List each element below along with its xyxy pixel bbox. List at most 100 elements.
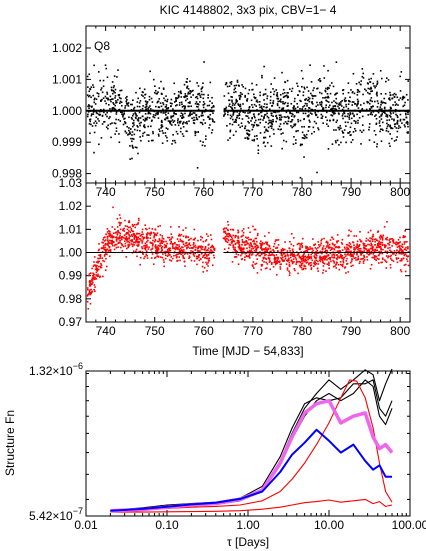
data-point — [384, 93, 387, 95]
data-point — [284, 95, 287, 97]
data-point — [112, 89, 115, 92]
data-point — [314, 247, 317, 249]
data-point — [146, 134, 148, 136]
data-point — [241, 230, 244, 232]
data-point — [290, 125, 292, 127]
data-point — [109, 123, 112, 125]
data-point — [289, 88, 291, 90]
data-point — [137, 126, 139, 128]
data-point — [200, 252, 203, 255]
data-point — [284, 257, 287, 260]
data-point — [378, 252, 381, 255]
data-point — [380, 101, 383, 104]
data-point — [376, 246, 379, 249]
data-point — [104, 64, 107, 67]
data-point — [134, 112, 137, 115]
data-point — [251, 139, 254, 142]
data-point — [140, 234, 143, 236]
data-point — [402, 236, 404, 239]
data-point — [391, 240, 394, 242]
data-point — [390, 238, 393, 240]
data-point — [150, 257, 153, 259]
data-point — [261, 259, 264, 262]
data-point — [89, 132, 91, 135]
data-point — [245, 243, 247, 246]
data-point — [287, 258, 290, 261]
data-point — [151, 248, 153, 250]
data-point — [367, 250, 370, 252]
data-point — [195, 255, 198, 258]
data-point — [282, 102, 284, 105]
data-point — [171, 102, 173, 105]
data-point — [144, 242, 147, 244]
data-point — [166, 98, 169, 101]
data-point — [149, 105, 151, 107]
data-point — [114, 228, 116, 231]
data-point — [332, 85, 335, 88]
data-point — [313, 244, 316, 246]
panel-structure-function: Structure Fn τ [Days] 0.01 0.10 1.00 10.00 1… — [3, 361, 426, 549]
data-point — [152, 132, 154, 135]
data-point — [162, 253, 164, 255]
data-point — [94, 276, 96, 279]
data-point — [328, 87, 330, 89]
data-point — [88, 292, 91, 295]
data-point — [154, 239, 157, 242]
data-point — [255, 243, 257, 245]
data-point — [313, 262, 316, 265]
data-point — [246, 115, 249, 118]
data-point — [111, 235, 114, 238]
data-point — [407, 125, 409, 128]
data-point — [140, 139, 142, 142]
data-point — [367, 114, 370, 116]
data-point — [346, 251, 349, 253]
data-point — [174, 113, 177, 115]
data-point — [228, 235, 230, 238]
data-point — [351, 139, 354, 141]
data-point — [115, 100, 117, 102]
data-point — [153, 233, 156, 236]
data-point — [303, 118, 306, 120]
data-point — [279, 266, 282, 268]
data-point — [154, 114, 157, 117]
data-point — [263, 261, 265, 263]
data-point — [117, 98, 119, 101]
data-point — [100, 89, 102, 91]
data-point — [186, 98, 189, 100]
data-point — [331, 247, 334, 249]
data-point — [266, 97, 268, 100]
data-point — [227, 111, 229, 113]
data-point — [396, 120, 399, 123]
data-point — [354, 130, 357, 132]
data-point — [267, 116, 270, 119]
data-point — [210, 238, 213, 241]
data-point — [157, 91, 159, 93]
data-point — [114, 95, 117, 97]
data-point — [370, 245, 372, 247]
data-point — [263, 126, 266, 128]
data-point — [306, 247, 309, 249]
data-point — [207, 244, 210, 246]
data-point — [187, 91, 190, 94]
data-point — [98, 243, 100, 245]
data-point — [299, 265, 301, 268]
data-point — [106, 239, 109, 241]
data-point — [322, 272, 324, 274]
data-point — [253, 243, 255, 245]
data-point — [148, 117, 151, 119]
data-point — [386, 122, 388, 125]
data-point — [228, 243, 231, 246]
data-point — [174, 242, 176, 244]
data-point — [133, 124, 135, 126]
data-point — [108, 230, 110, 232]
data-point — [326, 96, 329, 99]
data-point — [104, 95, 107, 98]
data-point — [137, 217, 140, 220]
data-point — [301, 244, 303, 247]
data-point — [404, 112, 407, 115]
data-point — [171, 257, 174, 260]
data-point — [371, 90, 374, 92]
data-point — [357, 255, 360, 258]
figure-title: KIC 4148802, 3x3 pix, CBV=1− 4 — [160, 3, 337, 17]
